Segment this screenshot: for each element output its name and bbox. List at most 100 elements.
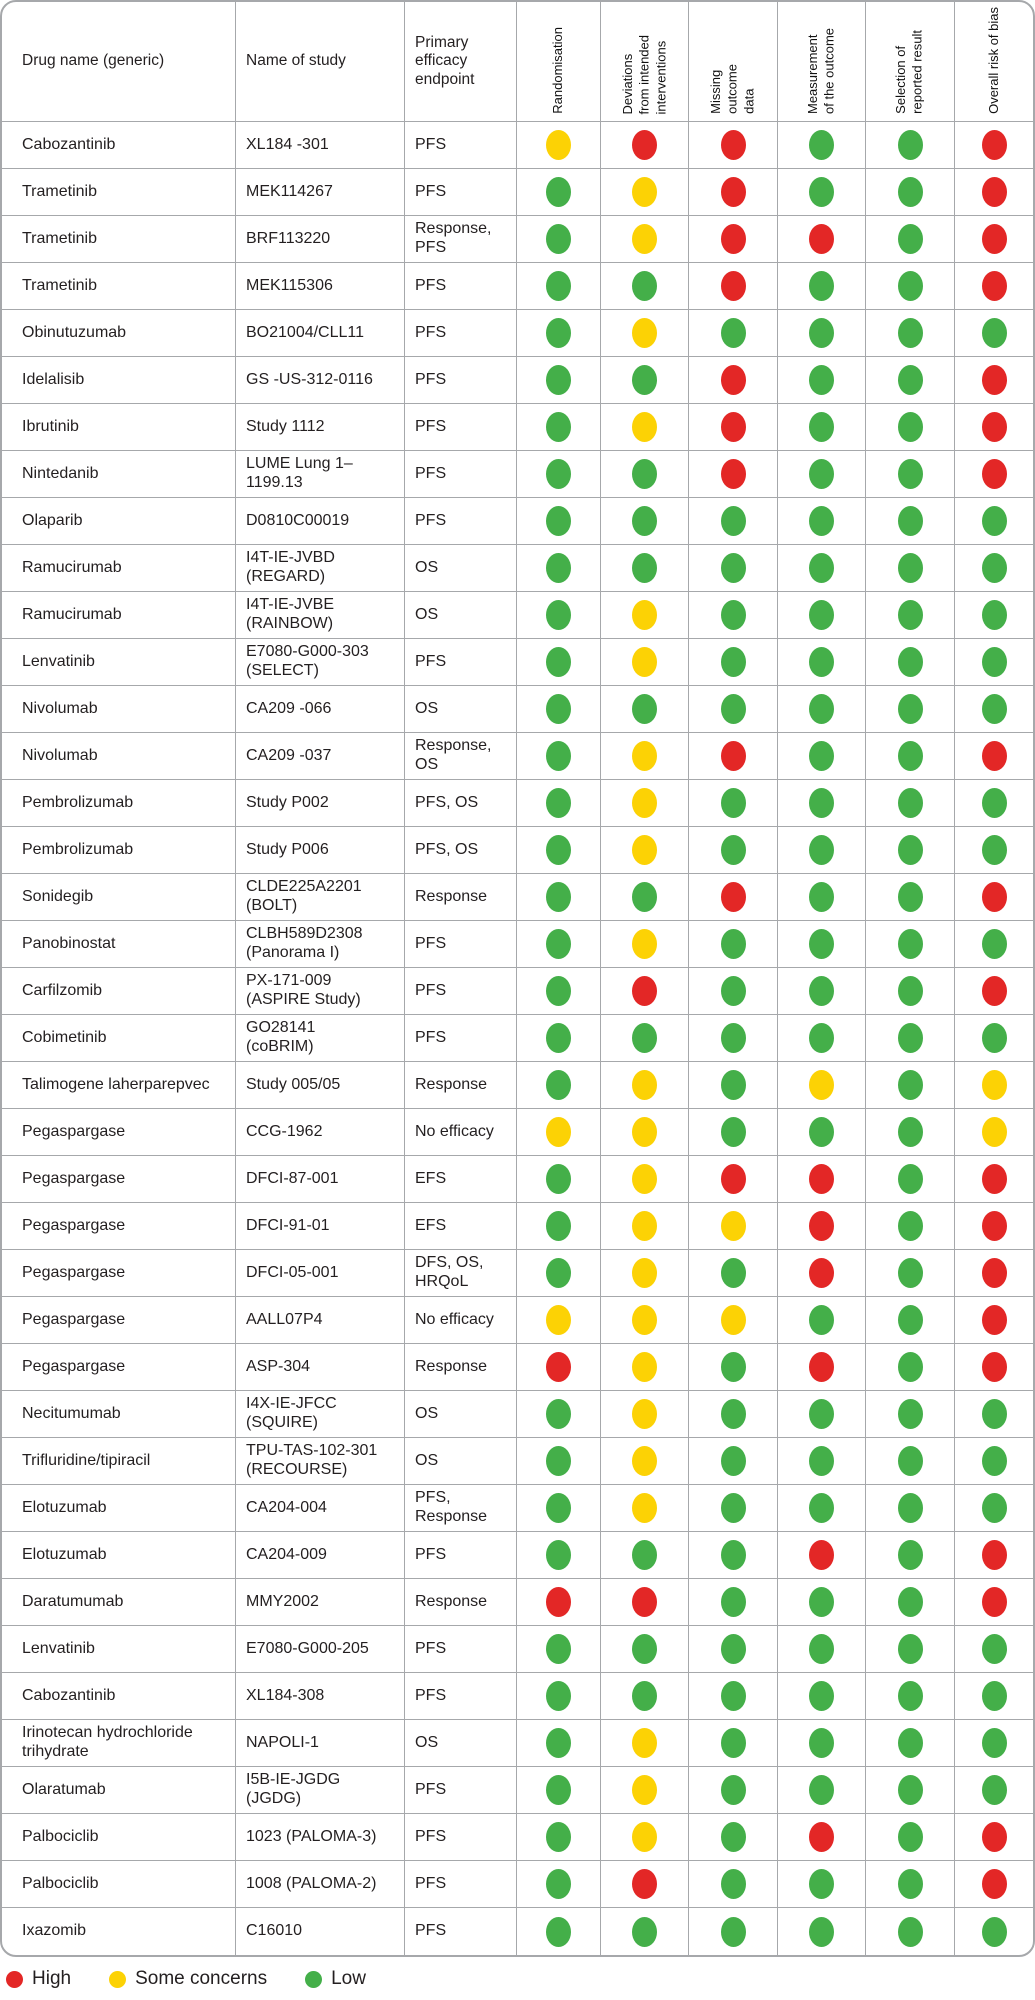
rating-cell: [601, 874, 689, 921]
rating-cell: [778, 827, 866, 874]
low-risk-dot-icon: [546, 1869, 571, 1899]
low-risk-dot-icon: [897, 1775, 923, 1805]
low-risk-dot-icon: [981, 600, 1007, 630]
low-risk-dot-icon: [897, 1728, 923, 1758]
drug-name-cell: Cobimetinib: [2, 1015, 236, 1062]
rating-cell: [866, 1156, 955, 1203]
rating-cell: [689, 216, 778, 263]
rating-cell: [955, 733, 1033, 780]
rating-cell: [866, 1485, 955, 1532]
some-risk-dot-icon: [981, 1117, 1007, 1147]
rating-cell: [517, 216, 601, 263]
rating-cell: [689, 1532, 778, 1579]
drug-name-cell: Necitumumab: [2, 1391, 236, 1438]
study-name-cell: I5B-IE-JGDG (JGDG): [236, 1767, 405, 1814]
low-risk-dot-icon: [546, 1634, 571, 1664]
table-row: Necitumumab I4X-IE-JFCC (SQUIRE) OS: [2, 1391, 1033, 1438]
high-risk-dot-icon: [981, 1258, 1007, 1288]
rating-cell: [517, 310, 601, 357]
low-risk-dot-icon: [897, 506, 923, 536]
low-risk-dot-icon: [981, 1493, 1007, 1523]
endpoint-cell: PFS: [405, 1814, 517, 1861]
endpoint-cell: EFS: [405, 1156, 517, 1203]
some-risk-dot-icon: [632, 412, 657, 442]
endpoint-cell: PFS: [405, 1908, 517, 1955]
high-risk-dot-icon: [981, 271, 1007, 301]
high-risk-dot-icon: [632, 130, 657, 160]
low-risk-dot-icon: [720, 647, 746, 677]
high-risk-dot-icon: [632, 1869, 657, 1899]
low-risk-dot-icon: [720, 553, 746, 583]
rating-cell: [517, 874, 601, 921]
low-risk-dot-icon: [809, 271, 834, 301]
low-risk-dot-icon: [981, 1634, 1007, 1664]
rating-cell: [778, 921, 866, 968]
study-name-cell: Study 005/05: [236, 1062, 405, 1109]
low-risk-dot-icon: [809, 788, 834, 818]
table-row: Ibrutinib Study 1112 PFS: [2, 404, 1033, 451]
low-risk-dot-icon: [897, 459, 923, 489]
some-risk-dot-icon: [632, 1117, 657, 1147]
drug-name-cell: Elotuzumab: [2, 1485, 236, 1532]
rating-cell: [955, 1908, 1033, 1955]
high-risk-dot-icon: [809, 1822, 834, 1852]
rating-cell: [517, 1062, 601, 1109]
rating-cell: [955, 827, 1033, 874]
drug-name-cell: Ixazomib: [2, 1908, 236, 1955]
low-risk-dot-icon: [546, 1822, 571, 1852]
endpoint-cell: PFS, Response: [405, 1485, 517, 1532]
rating-cell: [517, 404, 601, 451]
study-name-cell: AALL07P4: [236, 1297, 405, 1344]
drug-name-cell: Palbociclib: [2, 1814, 236, 1861]
endpoint-cell: OS: [405, 1438, 517, 1485]
table-row: Olaratumab I5B-IE-JGDG (JGDG) PFS: [2, 1767, 1033, 1814]
table-row: Idelalisib GS -US-312-0116 PFS: [2, 357, 1033, 404]
rating-cell: [601, 404, 689, 451]
rating-cell: [866, 1391, 955, 1438]
endpoint-cell: Response: [405, 1062, 517, 1109]
some-risk-dot-icon: [720, 1305, 746, 1335]
rating-cell: [866, 1861, 955, 1908]
endpoint-cell: PFS, OS: [405, 827, 517, 874]
rating-cell: [955, 1767, 1033, 1814]
study-name-cell: CA209 -037: [236, 733, 405, 780]
rating-cell: [778, 1626, 866, 1673]
low-risk-dot-icon: [981, 553, 1007, 583]
some-risk-dot-icon: [632, 1211, 657, 1241]
low-risk-dot-icon: [720, 318, 746, 348]
low-risk-dot-icon: [546, 929, 571, 959]
rating-cell: [601, 216, 689, 263]
low-risk-dot-icon: [546, 318, 571, 348]
low-risk-dot-icon: [546, 177, 571, 207]
endpoint-cell: PFS: [405, 451, 517, 498]
low-risk-dot-icon: [897, 130, 923, 160]
table-row: Ramucirumab I4T-IE-JVBE (RAINBOW) OS: [2, 592, 1033, 639]
rating-cell: [866, 1579, 955, 1626]
rating-cell: [866, 451, 955, 498]
low-risk-dot-icon: [720, 1493, 746, 1523]
rating-cell: [866, 827, 955, 874]
rating-cell: [955, 1485, 1033, 1532]
rating-cell: [601, 498, 689, 545]
low-risk-dot-icon: [981, 835, 1007, 865]
rating-cell: [689, 122, 778, 169]
low-risk-dot-icon: [720, 1775, 746, 1805]
rating-cell: [689, 404, 778, 451]
low-risk-dot-icon: [809, 929, 834, 959]
table-row: Pegaspargase CCG-1962 No efficacy: [2, 1109, 1033, 1156]
endpoint-cell: PFS, OS: [405, 780, 517, 827]
study-name-cell: I4X-IE-JFCC (SQUIRE): [236, 1391, 405, 1438]
column-header-primary-endpoint: Primary efficacy endpoint: [405, 2, 517, 122]
endpoint-cell: PFS: [405, 1673, 517, 1720]
low-risk-dot-icon: [546, 459, 571, 489]
low-risk-dot-icon: [809, 835, 834, 865]
some-risk-dot-icon: [632, 647, 657, 677]
rating-cell: [689, 1203, 778, 1250]
table-row: Trametinib MEK114267 PFS: [2, 169, 1033, 216]
study-name-cell: TPU-TAS-102-301 (RECOURSE): [236, 1438, 405, 1485]
low-risk-dot-icon: [981, 1446, 1007, 1476]
rating-cell: [778, 122, 866, 169]
rating-cell: [601, 1673, 689, 1720]
low-risk-dot-icon: [981, 1023, 1007, 1053]
rating-cell: [517, 451, 601, 498]
